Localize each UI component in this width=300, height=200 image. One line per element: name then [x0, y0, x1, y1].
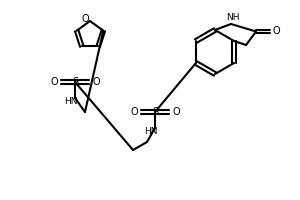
Text: O: O [172, 107, 180, 117]
Text: O: O [92, 77, 100, 87]
Text: O: O [50, 77, 58, 87]
Text: HN: HN [144, 128, 158, 136]
Text: NH: NH [226, 14, 240, 22]
Text: HN: HN [64, 98, 78, 106]
Text: O: O [81, 14, 89, 24]
Text: O: O [272, 26, 280, 36]
Text: S: S [152, 107, 158, 117]
Text: S: S [72, 77, 78, 87]
Text: O: O [130, 107, 138, 117]
